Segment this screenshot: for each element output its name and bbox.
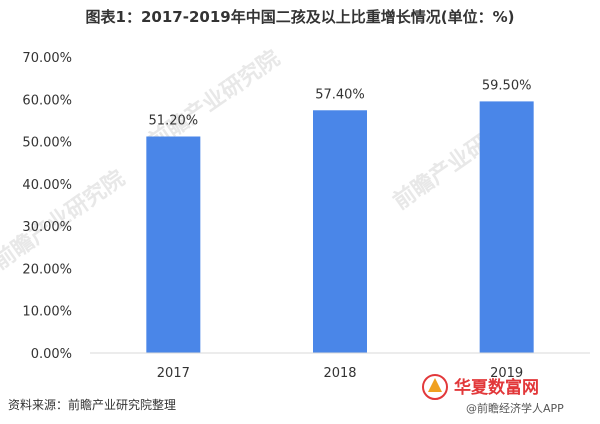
- data-label: 59.50%: [482, 78, 532, 93]
- source-text: 资料来源：前瞻产业研究院整理: [8, 397, 176, 412]
- logo-sub-text: @前瞻经济学人APP: [466, 401, 564, 415]
- y-tick-label: 70.00%: [22, 51, 72, 66]
- y-tick-label: 40.00%: [22, 178, 72, 193]
- y-tick-label: 30.00%: [22, 220, 72, 235]
- y-tick-label: 10.00%: [22, 305, 72, 320]
- watermark-group: 前瞻产业研究院 前瞻产业研究院 前瞻产业研究院: [0, 45, 530, 275]
- y-axis-ticks: 0.00% 10.00% 20.00% 30.00% 40.00% 50.00% 60.00…: [22, 51, 72, 362]
- x-tick-label: 2018: [323, 366, 356, 381]
- x-tick-label: 2019: [490, 366, 523, 381]
- logo-icon: [422, 374, 448, 400]
- x-axis-ticks: 2017 2018 2019: [157, 366, 523, 381]
- y-tick-label: 60.00%: [22, 93, 72, 108]
- chart-title: 图表1：2017-2019年中国二孩及以上比重增长情况(单位：%): [86, 8, 515, 26]
- logo-main-text: 华夏数富网: [454, 377, 539, 398]
- logo: 华夏数富网 @前瞻经济学人APP: [422, 374, 564, 415]
- y-tick-label: 0.00%: [31, 347, 72, 362]
- data-labels-group: 51.20% 57.40% 59.50%: [149, 78, 532, 128]
- x-tick-label: 2017: [157, 366, 190, 381]
- bar: [146, 136, 201, 353]
- data-label: 57.40%: [315, 87, 365, 102]
- bar: [479, 101, 534, 354]
- bars-group: [146, 101, 534, 354]
- bar: [313, 110, 367, 353]
- y-tick-label: 20.00%: [22, 262, 72, 277]
- y-tick-label: 50.00%: [22, 136, 72, 151]
- data-label: 51.20%: [149, 113, 199, 128]
